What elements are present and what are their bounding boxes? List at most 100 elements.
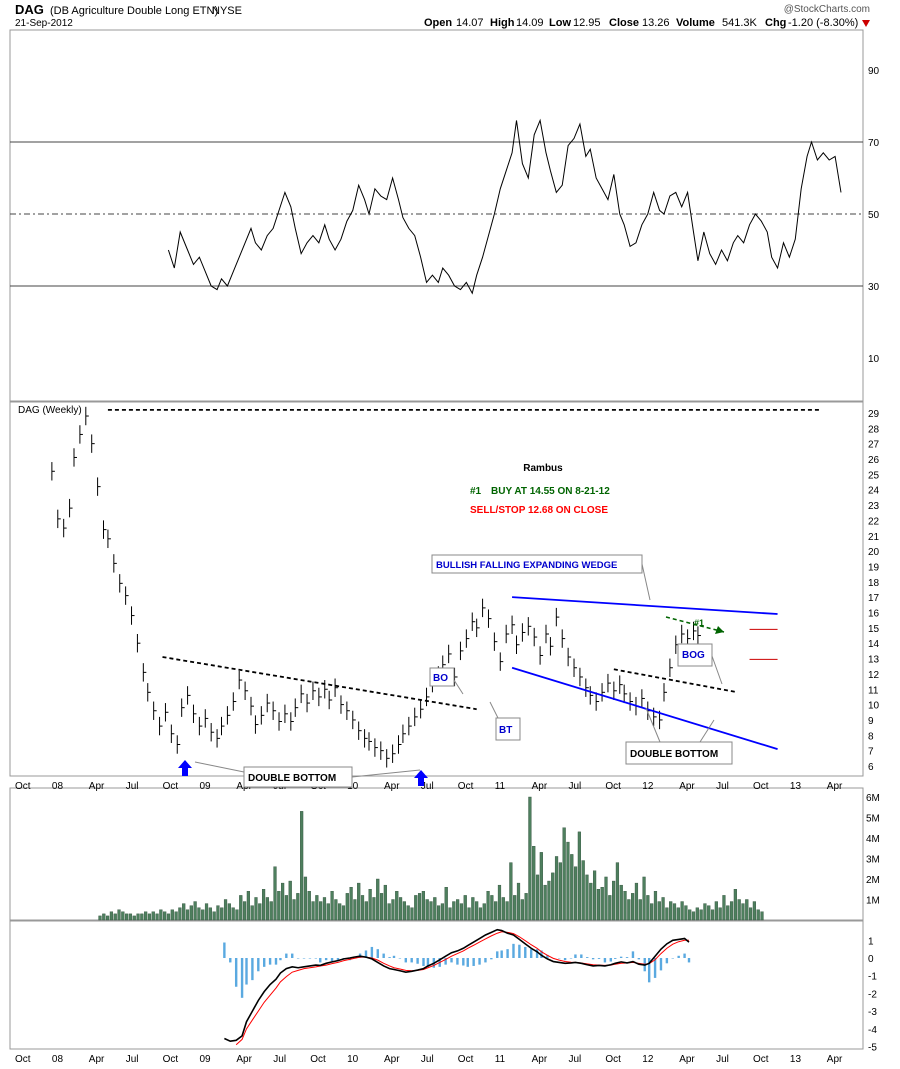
volume-tick-label: 3M xyxy=(866,855,880,866)
macd-histogram-bar xyxy=(665,958,669,964)
x-tick-label: 08 xyxy=(52,781,64,792)
macd-histogram-bar xyxy=(285,953,288,958)
volume-bar xyxy=(509,862,513,921)
volume-bar xyxy=(402,901,406,921)
x-tick-label: Oct xyxy=(310,1054,326,1065)
volume-bar xyxy=(326,903,330,921)
volume-bar xyxy=(292,899,296,921)
price-tick-label: 14 xyxy=(868,639,880,650)
volume-bar xyxy=(166,913,171,921)
x-tick-label: Apr xyxy=(827,1054,843,1065)
macd-panel-frame xyxy=(9,920,864,1050)
volume-bar xyxy=(387,903,391,921)
volume-bar xyxy=(376,878,380,921)
volume-bar xyxy=(733,889,737,921)
volume-bar xyxy=(429,901,433,921)
price-tick-label: 23 xyxy=(868,501,880,512)
volume-bar xyxy=(155,913,159,921)
macd-histogram-bar xyxy=(263,958,266,967)
macd-histogram-bar xyxy=(683,953,686,958)
macd-histogram-bar xyxy=(376,949,379,958)
macd-histogram-bar xyxy=(462,958,465,966)
volume-bar xyxy=(163,911,167,921)
volume-bar xyxy=(501,897,505,921)
macd-histogram-bar xyxy=(569,958,573,959)
macd-histogram-bar xyxy=(512,943,515,958)
volume-bar xyxy=(322,897,327,921)
bo-label: BO xyxy=(433,673,448,684)
buy-text: BUY AT 14.55 ON 8-21-12 xyxy=(491,486,610,497)
volume-bar xyxy=(414,895,418,921)
volume-bar xyxy=(467,907,471,921)
volume-bar xyxy=(349,887,353,921)
volume-bar xyxy=(551,872,555,921)
x-tick-label: Jul xyxy=(569,781,582,792)
x-tick-label: Jul xyxy=(273,1054,286,1065)
macd-histogram-bar xyxy=(478,958,481,965)
volume-bar xyxy=(756,909,760,921)
volume-bar xyxy=(459,903,464,921)
price-tick-label: 20 xyxy=(868,547,880,558)
double-bottom-1-label: DOUBLE BOTTOM xyxy=(248,773,336,784)
volume-bar xyxy=(357,882,361,921)
volume-bar xyxy=(535,874,540,921)
macd-histogram-bar xyxy=(234,958,238,987)
volume-bar xyxy=(284,895,289,921)
volume-bar xyxy=(185,909,190,921)
macd-histogram-bar xyxy=(484,958,487,963)
price-tick-label: 22 xyxy=(868,516,880,527)
buy-signal-dashed-arrow xyxy=(665,616,725,633)
volume-bar xyxy=(669,901,673,921)
bog-label: BOG xyxy=(682,650,705,661)
price-tick-label: 13 xyxy=(868,655,880,666)
volume-bar xyxy=(319,901,323,921)
macd-tick-label: -4 xyxy=(868,1025,877,1036)
volume-bar xyxy=(505,901,509,921)
volume-bar xyxy=(456,899,460,921)
volume-bar xyxy=(760,911,764,921)
price-tick-label: 11 xyxy=(868,685,879,696)
macd-histogram-bar xyxy=(653,958,657,978)
buy-marker-label: #1 xyxy=(470,486,482,497)
macd-histogram-bar xyxy=(268,958,272,965)
volume-bar xyxy=(657,901,661,921)
macd-histogram-bar xyxy=(637,958,641,960)
macd-histogram-bar xyxy=(496,951,499,958)
x-tick-label: 12 xyxy=(642,1054,654,1065)
macd-histogram-bar xyxy=(619,956,623,958)
open-value: 14.07 xyxy=(456,17,484,29)
macd-tick-label: 0 xyxy=(868,954,874,965)
macd-histogram-bar xyxy=(314,958,318,959)
x-tick-label: Oct xyxy=(605,781,621,792)
macd-histogram-bar xyxy=(472,958,475,966)
x-tick-label: Apr xyxy=(827,781,843,792)
volume-tick-label: 5M xyxy=(866,814,880,825)
rsi-plot: 10 30 50 70 90 xyxy=(10,66,880,365)
volume-bar xyxy=(452,901,456,921)
volume-bar xyxy=(315,895,319,921)
macd-histogram-bar xyxy=(450,958,453,963)
macd-histogram-bar xyxy=(687,958,691,963)
volume-bar xyxy=(661,897,665,921)
macd-histogram-bar xyxy=(330,958,334,962)
macd-histogram-bar xyxy=(603,958,607,963)
volume-bar xyxy=(448,907,452,921)
volume-bar xyxy=(665,907,669,921)
price-tick-label: 17 xyxy=(868,593,880,604)
volume-bar xyxy=(752,901,756,921)
volume-bar xyxy=(437,905,441,921)
volume-bar xyxy=(433,897,437,921)
price-tick-label: 10 xyxy=(868,701,880,712)
volume-bar xyxy=(710,909,715,921)
double-bottom-1-pointer-right xyxy=(351,769,421,778)
macd-histogram-bar xyxy=(257,958,260,972)
volume-bar xyxy=(543,884,547,921)
sell-text: SELL/STOP 12.68 ON CLOSE xyxy=(470,505,608,516)
x-tick-label: 13 xyxy=(790,781,802,792)
rsi-tick-label: 10 xyxy=(868,354,880,365)
macd-histogram-bar xyxy=(388,957,391,958)
volume-bar xyxy=(619,884,623,921)
volume-bar xyxy=(600,887,604,921)
macd-histogram-bar xyxy=(466,958,469,967)
trendline xyxy=(511,666,778,750)
